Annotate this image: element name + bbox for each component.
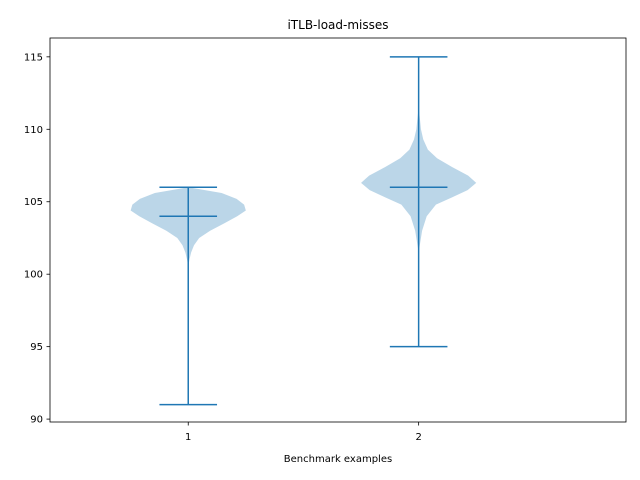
chart-title: iTLB-load-misses (287, 18, 388, 32)
x-tick-label: 2 (415, 432, 421, 443)
y-tick-label: 115 (24, 52, 43, 63)
y-tick-label: 105 (24, 197, 43, 208)
y-tick-label: 90 (30, 415, 43, 426)
x-tick-label: 1 (185, 432, 191, 443)
y-tick-label: 100 (24, 270, 43, 281)
stat-lines-layer (159, 56, 448, 406)
y-tick-label: 110 (24, 125, 43, 136)
y-tick-label: 95 (30, 342, 43, 353)
y-axis: 90 95 100 105 110 115 (24, 52, 50, 426)
x-axis-label: Benchmark examples (284, 454, 392, 465)
plot-frame (49, 37, 627, 423)
